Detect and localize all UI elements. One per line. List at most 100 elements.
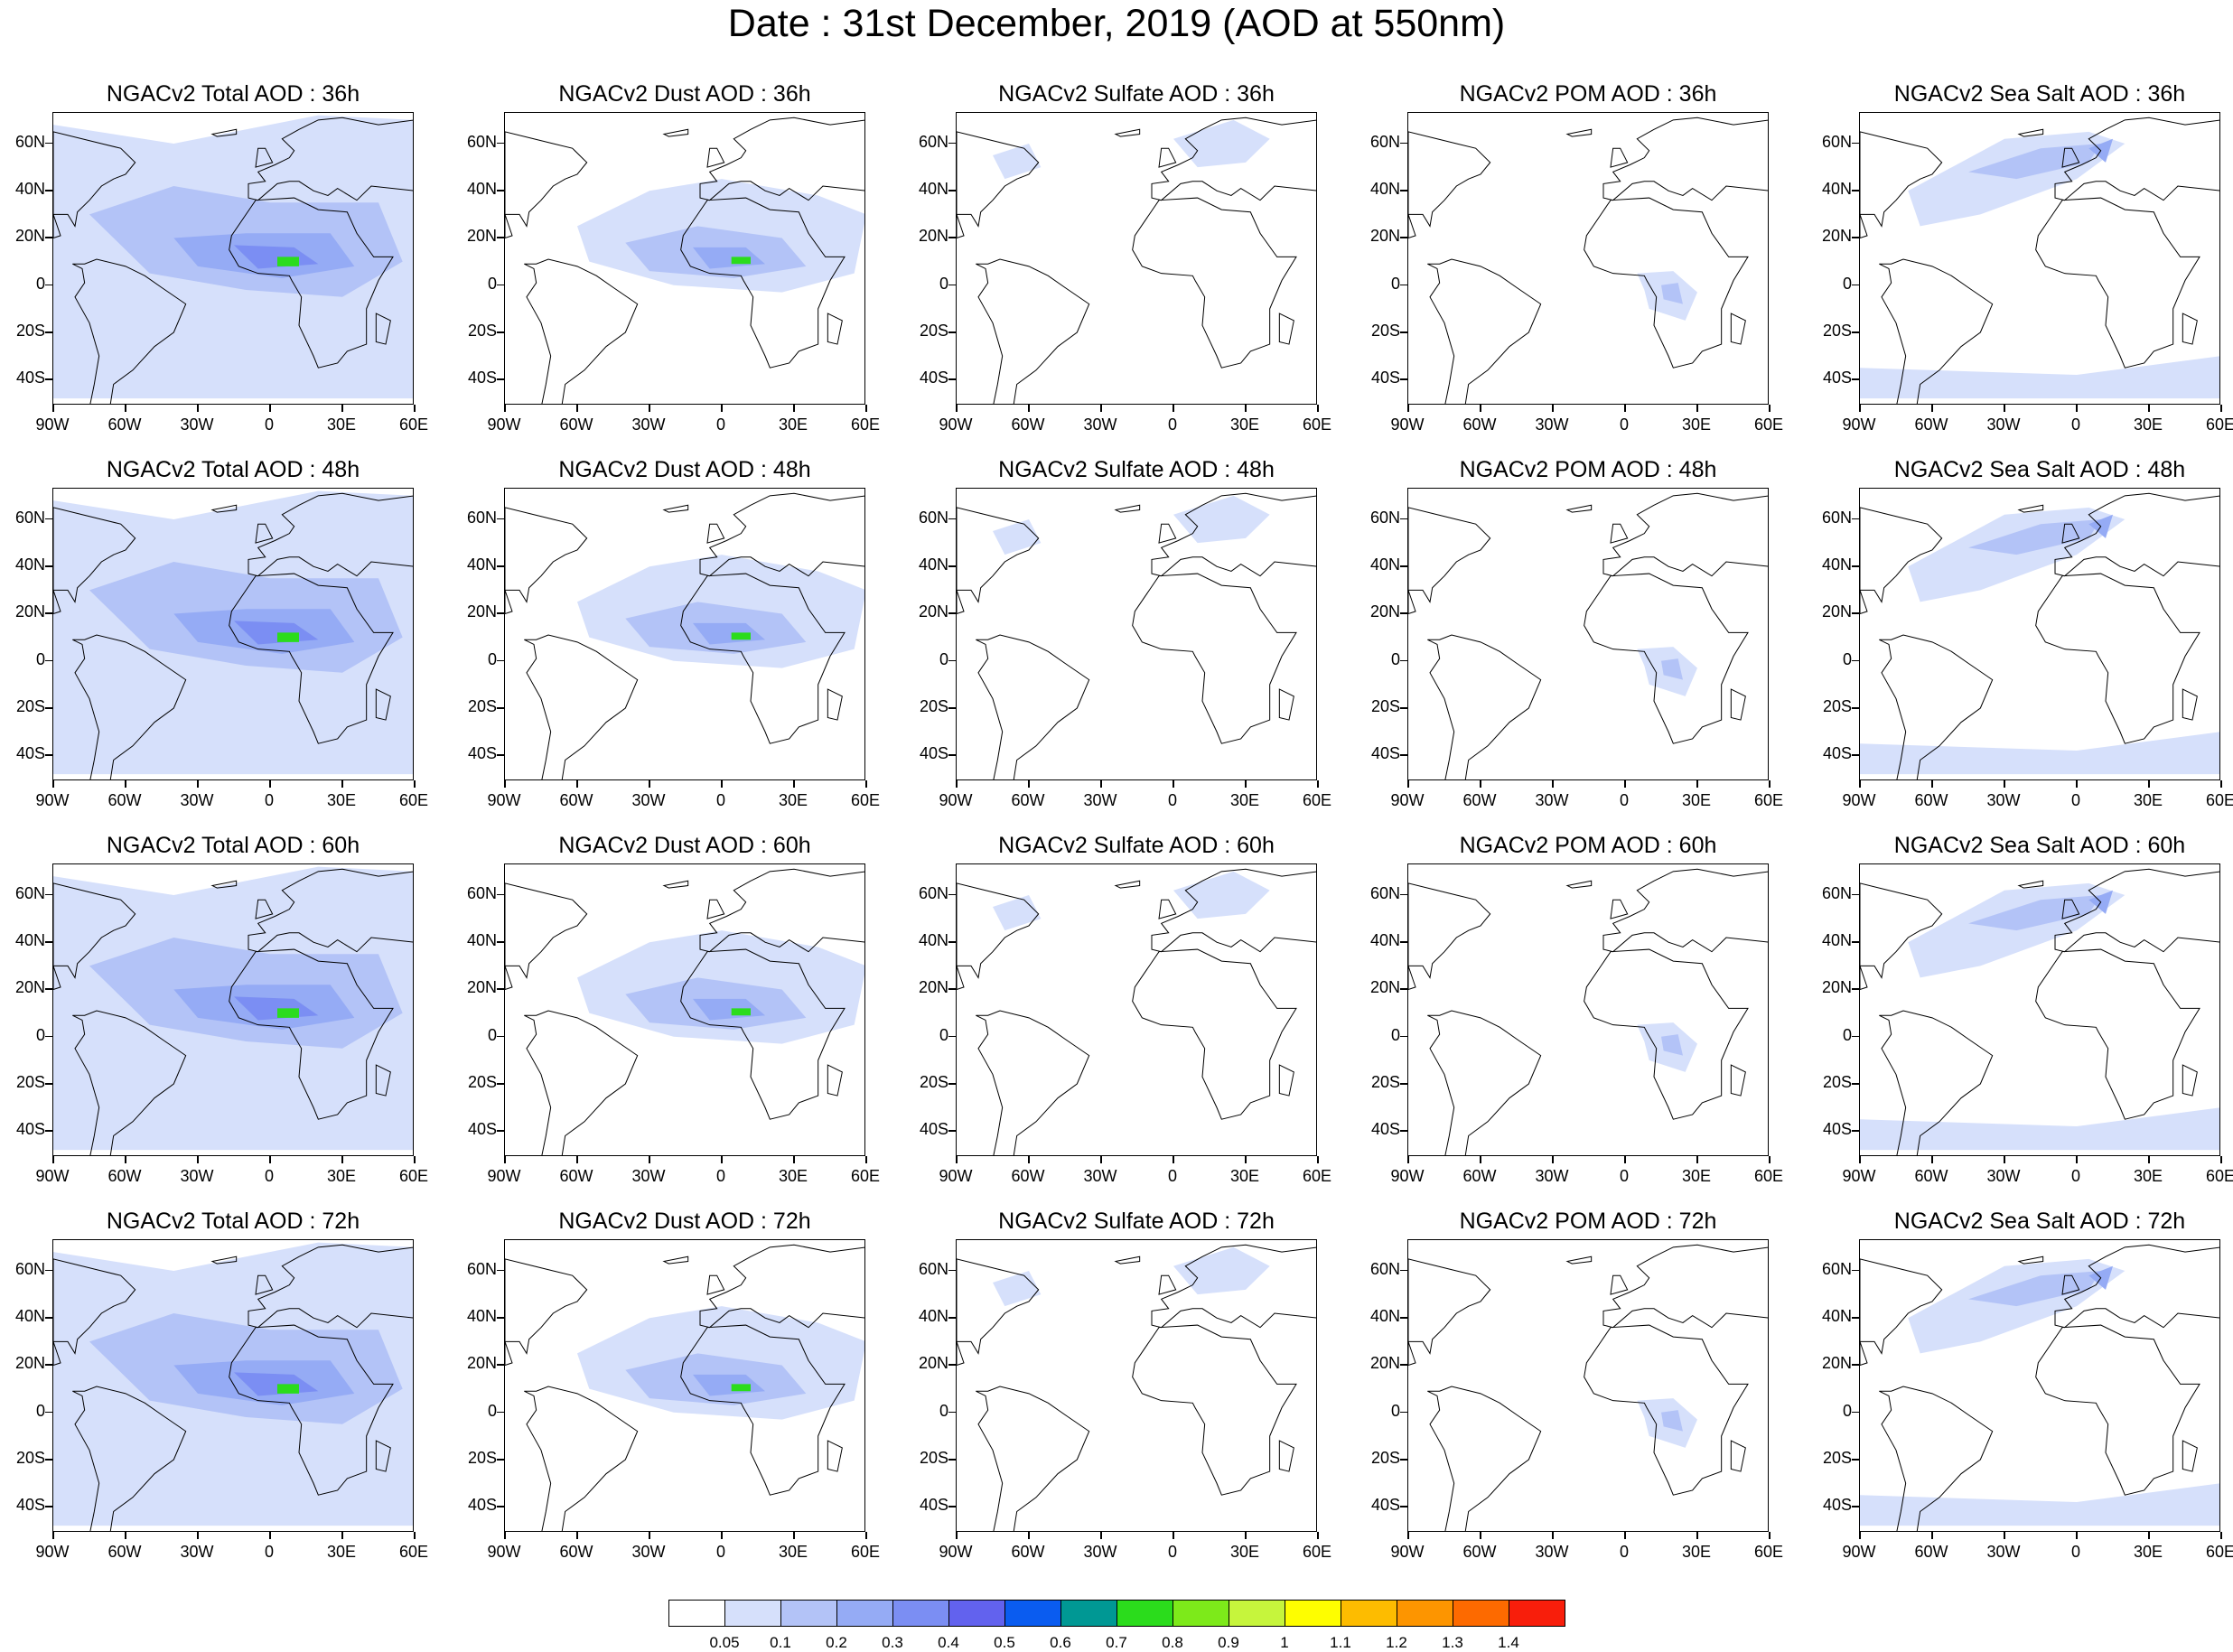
coastline [2182, 688, 2198, 721]
lat-tick [1400, 988, 1407, 990]
lat-tick [45, 941, 52, 943]
coastline [1860, 1258, 1943, 1367]
lat-tick-label: 20N [918, 978, 948, 997]
coastline [1151, 1244, 1316, 1329]
lat-tick-label: 40N [1369, 555, 1400, 574]
coastline [1610, 899, 1629, 919]
lon-tick [1931, 1532, 1933, 1539]
lon-tick-label: 30W [1083, 415, 1117, 434]
panel-title: NGACv2 Dust AOD : 36h [558, 81, 811, 107]
lat-tick-label: 20N [918, 602, 948, 621]
lat-tick-label: 20N [1821, 1354, 1852, 1373]
lon-tick-label: 90W [1390, 1543, 1425, 1561]
lat-tick [1852, 893, 1859, 896]
lat-tick [1852, 1459, 1859, 1461]
lat-tick-label: 60N [918, 508, 948, 527]
coastline [957, 507, 1040, 615]
coastline [255, 523, 274, 544]
lat-tick [1852, 988, 1859, 990]
lon-tick [865, 1156, 867, 1163]
aod-contour [277, 1384, 299, 1394]
lon-tick [504, 1156, 506, 1163]
coastline [827, 1440, 843, 1472]
lat-tick-label: 60N [14, 883, 45, 902]
lat-tick-label: 60N [1369, 508, 1400, 527]
lon-tick [721, 405, 723, 412]
lat-tick [948, 331, 956, 333]
lon-tick [197, 780, 199, 788]
lat-tick [1400, 754, 1407, 756]
coastline [1584, 948, 1749, 1120]
lat-tick [1400, 1364, 1407, 1366]
lon-tick [52, 780, 54, 788]
lat-tick [948, 565, 956, 567]
lon-tick-label: 60E [1753, 791, 1784, 809]
coastline [53, 882, 136, 991]
lat-tick-label: 0 [939, 649, 948, 668]
lon-tick-label: 30W [1083, 791, 1117, 809]
lon-tick-label: 30E [326, 415, 357, 434]
lat-tick [948, 518, 956, 520]
lon-tick-label: 90W [939, 791, 973, 809]
lat-tick-label: 20S [919, 1073, 948, 1091]
aod-contour [1968, 1270, 2101, 1307]
panel-title: NGACv2 Dust AOD : 60h [558, 833, 811, 858]
coastline [1114, 504, 1141, 513]
coastline [1602, 492, 1768, 577]
coastline [255, 899, 274, 919]
lat-tick [948, 1317, 956, 1319]
lat-tick [45, 1411, 52, 1414]
coastline [662, 1255, 689, 1265]
lat-tick [1400, 1083, 1407, 1085]
lon-tick [1931, 405, 1933, 412]
lon-tick [956, 1532, 958, 1539]
lat-tick-label: 40N [1369, 931, 1400, 950]
aod-contour [277, 1008, 299, 1018]
coastline [229, 948, 394, 1120]
coastline [662, 504, 689, 513]
coastline [2035, 1324, 2200, 1496]
lat-tick [1400, 1506, 1407, 1507]
coastline [1427, 634, 1542, 779]
lat-tick [1852, 1130, 1859, 1132]
aod-contour [993, 518, 1042, 555]
lat-tick [1400, 612, 1407, 614]
aod-contour [993, 1270, 1042, 1307]
lon-tick [1173, 1156, 1174, 1163]
lon-tick [1100, 1532, 1102, 1539]
lon-tick-label: 30W [1535, 415, 1569, 434]
lon-tick-label: 0 [264, 1543, 274, 1561]
lat-tick-label: 0 [487, 1401, 497, 1420]
lat-tick-label: 20N [1369, 978, 1400, 997]
lat-tick-label: 40S [1370, 369, 1400, 387]
aod-contour [993, 894, 1042, 931]
lon-tick-label: 30E [2133, 791, 2163, 809]
coastline [210, 128, 238, 137]
lon-tick-label: 30E [1229, 791, 1260, 809]
lat-tick [45, 1317, 52, 1319]
lon-tick-label: 0 [715, 415, 725, 434]
coastline [2182, 1064, 2198, 1097]
lat-tick-label: 40S [1822, 744, 1852, 763]
lon-tick-label: 90W [35, 1167, 70, 1185]
colorbar-swatch [1004, 1600, 1061, 1627]
lat-tick [1852, 190, 1859, 191]
lat-tick-label: 40N [918, 180, 948, 199]
lat-tick [948, 284, 956, 286]
coastline [1602, 117, 1768, 201]
lat-tick-label: 60N [466, 132, 497, 151]
lon-tick-label: 90W [939, 1543, 973, 1561]
lat-tick [1852, 237, 1859, 238]
lat-tick [45, 659, 52, 662]
lon-tick-label: 30E [326, 1167, 357, 1185]
lon-tick-label: 30W [1986, 791, 2021, 809]
coastline [957, 882, 1040, 991]
lat-tick-label: 60N [14, 132, 45, 151]
lon-tick-label: 0 [715, 791, 725, 809]
colorbar-label: 0.3 [882, 1634, 903, 1651]
lon-tick [1245, 1156, 1247, 1163]
lon-tick [1173, 1532, 1174, 1539]
lon-tick [956, 1156, 958, 1163]
lon-tick [504, 780, 506, 788]
panel-title: NGACv2 Dust AOD : 72h [558, 1209, 811, 1234]
